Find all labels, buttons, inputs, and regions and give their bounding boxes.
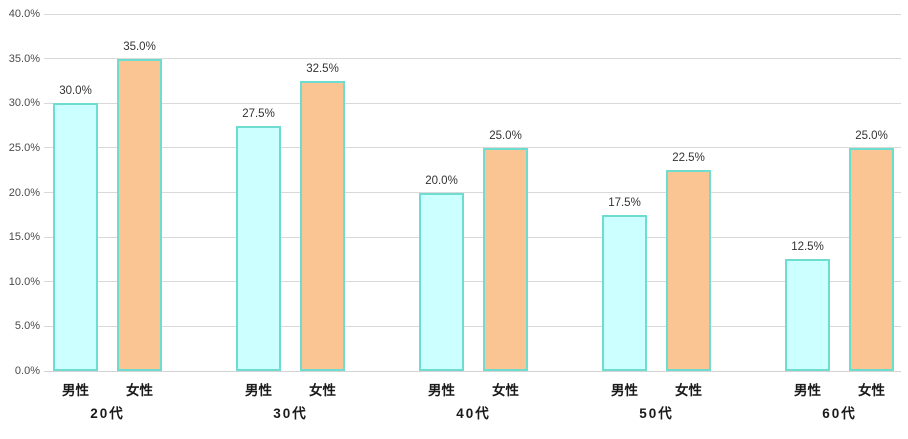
bar-male-30代 bbox=[236, 125, 281, 371]
data-label: 25.0% bbox=[855, 129, 888, 142]
bar-male-20代 bbox=[53, 103, 98, 371]
series-label-female: 女性 bbox=[858, 383, 885, 398]
series-label-male: 男性 bbox=[428, 383, 455, 398]
gridline bbox=[44, 192, 901, 193]
y-axis-tick-label: 40.0% bbox=[8, 8, 40, 20]
data-label: 17.5% bbox=[608, 196, 641, 209]
data-label: 20.0% bbox=[425, 174, 458, 187]
data-label: 25.0% bbox=[489, 129, 522, 142]
bar-female-50代 bbox=[666, 170, 711, 371]
series-label-male: 男性 bbox=[245, 383, 272, 398]
data-label: 27.5% bbox=[242, 107, 275, 120]
gridline bbox=[44, 147, 901, 149]
bar-female-40代 bbox=[483, 147, 528, 371]
gridline bbox=[44, 13, 901, 15]
x-axis-line bbox=[44, 370, 901, 372]
y-axis-tick-label: 25.0% bbox=[8, 141, 40, 154]
series-label-male: 男性 bbox=[62, 383, 89, 398]
category-label: 60代 bbox=[822, 406, 857, 421]
y-axis-tick-label: 10.0% bbox=[8, 275, 40, 288]
gridline bbox=[44, 236, 901, 238]
series-label-female: 女性 bbox=[126, 383, 153, 398]
gridline bbox=[44, 281, 901, 283]
data-label: 35.0% bbox=[123, 40, 156, 53]
data-label: 12.5% bbox=[791, 241, 824, 254]
series-label-male: 男性 bbox=[794, 383, 821, 398]
gridline bbox=[44, 58, 901, 60]
data-label: 32.5% bbox=[306, 62, 339, 75]
bar-female-60代 bbox=[849, 147, 894, 371]
y-axis-tick-label: 20.0% bbox=[8, 186, 40, 199]
gridline bbox=[44, 325, 901, 327]
y-axis-tick-label: 30.0% bbox=[8, 97, 40, 110]
gridline bbox=[44, 102, 901, 104]
bar-male-60代 bbox=[785, 259, 830, 371]
bar-male-50代 bbox=[602, 214, 647, 371]
data-label: 22.5% bbox=[672, 152, 705, 165]
y-axis-tick-label: 0.0% bbox=[14, 365, 40, 377]
y-axis-tick-label: 5.0% bbox=[14, 320, 40, 333]
bar-male-40代 bbox=[419, 192, 464, 371]
series-label-male: 男性 bbox=[611, 383, 638, 398]
bar-female-20代 bbox=[117, 58, 162, 371]
category-label: 30代 bbox=[273, 406, 308, 421]
category-label: 40代 bbox=[456, 406, 491, 421]
category-label: 50代 bbox=[639, 406, 674, 421]
bar-female-30代 bbox=[300, 80, 345, 371]
data-label: 30.0% bbox=[59, 85, 92, 98]
series-label-female: 女性 bbox=[492, 383, 519, 398]
y-axis-tick-label: 35.0% bbox=[8, 52, 40, 65]
category-label: 20代 bbox=[90, 406, 125, 421]
y-axis-tick-label: 15.0% bbox=[8, 231, 40, 244]
series-label-female: 女性 bbox=[675, 383, 702, 398]
series-label-female: 女性 bbox=[309, 383, 336, 398]
